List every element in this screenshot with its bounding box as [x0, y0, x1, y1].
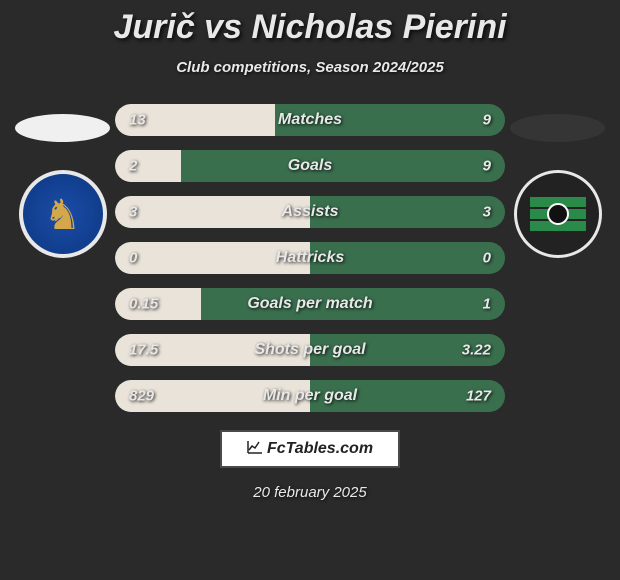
- soccer-ball-icon: [547, 203, 569, 225]
- stat-row: 829 Min per goal 127: [115, 380, 505, 412]
- stat-row: 13 Matches 9: [115, 104, 505, 136]
- stat-fill-left: [115, 150, 181, 182]
- comparison-date: 20 february 2025: [253, 484, 366, 501]
- brescia-lion-icon: ♞: [44, 190, 82, 239]
- stat-value-right: 9: [483, 112, 491, 129]
- stat-value-left: 0.15: [129, 296, 158, 313]
- stat-bars: 13 Matches 9 2 Goals 9 3 Assists 3 0 Hattricks 0 0.1…: [115, 104, 505, 412]
- stat-row: 17.5 Shots per goal 3.22: [115, 334, 505, 366]
- site-name: FcTables.com: [267, 440, 373, 458]
- stat-row: 2 Goals 9: [115, 150, 505, 182]
- stat-value-right: 127: [466, 388, 491, 405]
- stat-value-left: 3: [129, 204, 137, 221]
- stat-value-right: 3.22: [462, 342, 491, 359]
- stat-value-left: 829: [129, 388, 154, 405]
- page-title: Jurič vs Nicholas Pierini: [113, 8, 506, 47]
- stat-label: Goals: [288, 157, 332, 175]
- stat-label: Hattricks: [276, 249, 344, 267]
- stat-label: Min per goal: [263, 387, 357, 405]
- stat-value-right: 1: [483, 296, 491, 313]
- stat-value-left: 17.5: [129, 342, 158, 359]
- stat-row: 0.15 Goals per match 1: [115, 288, 505, 320]
- club-badge-sassuolo-icon: [514, 170, 602, 258]
- player-right-column: [505, 104, 610, 258]
- stat-label: Shots per goal: [254, 341, 365, 359]
- club-badge-brescia-icon: ♞: [19, 170, 107, 258]
- stat-value-left: 2: [129, 158, 137, 175]
- stat-value-right: 9: [483, 158, 491, 175]
- comparison-card: Jurič vs Nicholas Pierini Club competiti…: [0, 0, 620, 580]
- site-logo[interactable]: FcTables.com: [220, 430, 400, 468]
- chart-icon: [247, 440, 263, 458]
- subtitle: Club competitions, Season 2024/2025: [176, 59, 444, 76]
- stat-value-right: 3: [483, 204, 491, 221]
- stat-label: Goals per match: [247, 295, 372, 313]
- stat-value-left: 13: [129, 112, 146, 129]
- stat-label: Matches: [278, 111, 342, 129]
- stats-area: ♞ 13Matches92Goals93Assists30Hattricks00…: [0, 104, 620, 412]
- player-left-ellipse: [15, 114, 110, 142]
- stat-value-right: 0: [483, 250, 491, 267]
- player-left-column: ♞: [10, 104, 115, 258]
- stat-value-left: 0: [129, 250, 137, 267]
- stat-row: 0 Hattricks 0: [115, 242, 505, 274]
- stat-label: Assists: [282, 203, 339, 221]
- stat-row: 3 Assists 3: [115, 196, 505, 228]
- player-right-ellipse: [510, 114, 605, 142]
